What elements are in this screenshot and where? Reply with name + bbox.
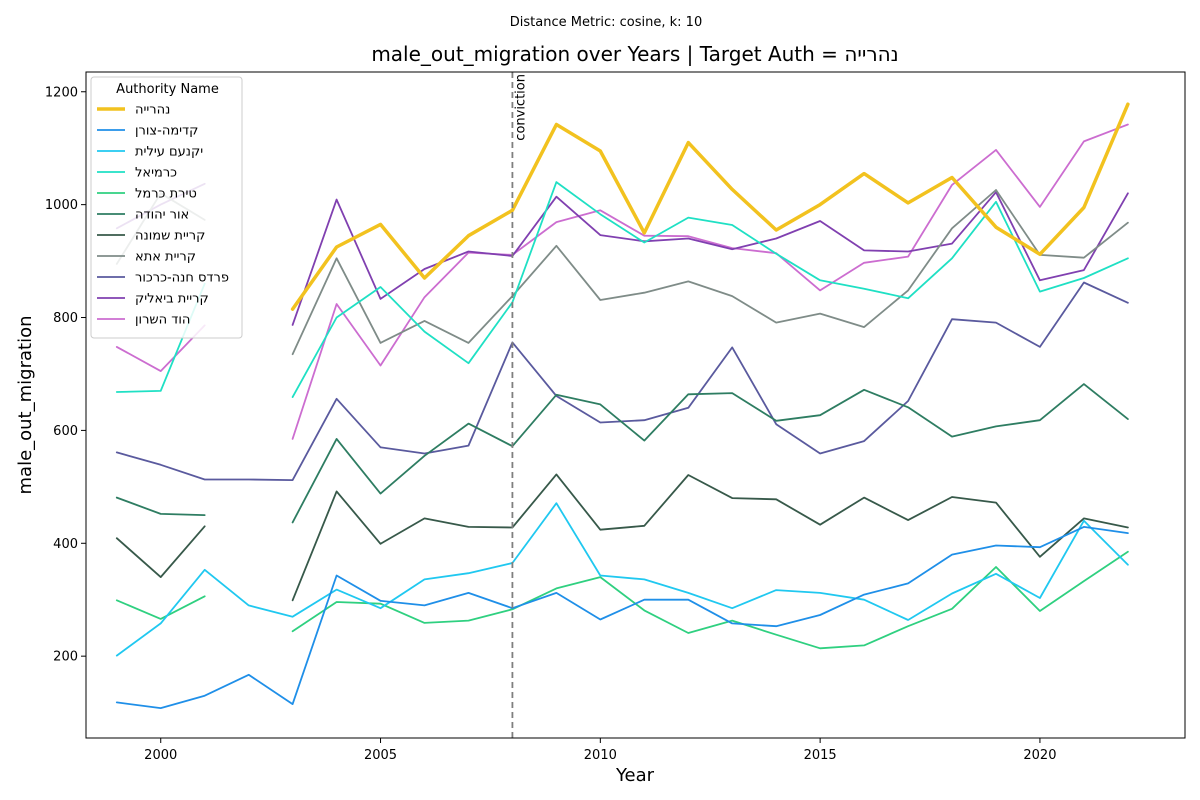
legend-label-3: כרמיאל — [135, 166, 177, 181]
y-axis-ticks: 200 400 600 800 1000 1200 — [45, 85, 86, 665]
y-tick-label: 600 — [53, 424, 78, 439]
chart-suptitle: Distance Metric: cosine, k: 10 — [510, 15, 702, 30]
legend-title: Authority Name — [116, 82, 219, 97]
x-tick-label: 2010 — [584, 748, 617, 763]
legend-label-4: טירת כרמל — [135, 187, 197, 202]
plot-frame — [85, 71, 1186, 739]
y-tick-label: 1200 — [45, 85, 78, 100]
plot-area: conviction — [115, 72, 1130, 738]
x-tick-label: 2000 — [144, 748, 177, 763]
series-line-1 — [115, 526, 1129, 709]
x-tick-label: 2015 — [804, 748, 837, 763]
legend-label-9: קריית ביאליק — [135, 292, 209, 307]
x-tick-label: 2005 — [364, 748, 397, 763]
x-axis-ticks: 2000 2005 2010 2015 2020 — [144, 738, 1056, 763]
y-tick-label: 800 — [53, 311, 78, 326]
chart-title: male_out_migration over Years | Target A… — [371, 42, 898, 66]
series-line-4 — [115, 550, 1129, 650]
legend: Authority Name נהרייה קדימה-צורן יקנעם עילי… — [90, 76, 243, 339]
legend-label-5: אור יהודה — [135, 208, 189, 223]
series-line-8 — [115, 281, 1129, 481]
series-line-0 — [290, 102, 1130, 311]
legend-box — [90, 76, 243, 339]
legend-label-7: קריית אתא — [135, 250, 196, 265]
y-tick-label: 200 — [53, 650, 78, 665]
legend-label-2: יקנעם עילית — [135, 145, 203, 160]
series-line-5 — [115, 383, 1129, 524]
series-line-10 — [115, 123, 1129, 440]
legend-label-10: הוד השרון — [135, 313, 190, 328]
legend-label-0: נהרייה — [135, 103, 170, 118]
conviction-annotation-label: conviction — [513, 74, 528, 141]
y-axis-label: male_out_migration — [15, 316, 36, 495]
series-line-6 — [115, 473, 1129, 602]
y-tick-label: 1000 — [45, 198, 78, 213]
legend-label-6: קריית שמונה — [135, 229, 205, 244]
legend-label-1: קדימה-צורן — [135, 124, 198, 139]
legend-label-8: פרדס חנה-כרכור — [135, 271, 229, 286]
y-tick-label: 400 — [53, 537, 78, 552]
x-axis-label: Year — [615, 765, 655, 786]
x-tick-label: 2020 — [1023, 748, 1056, 763]
series-line-2 — [115, 502, 1129, 657]
